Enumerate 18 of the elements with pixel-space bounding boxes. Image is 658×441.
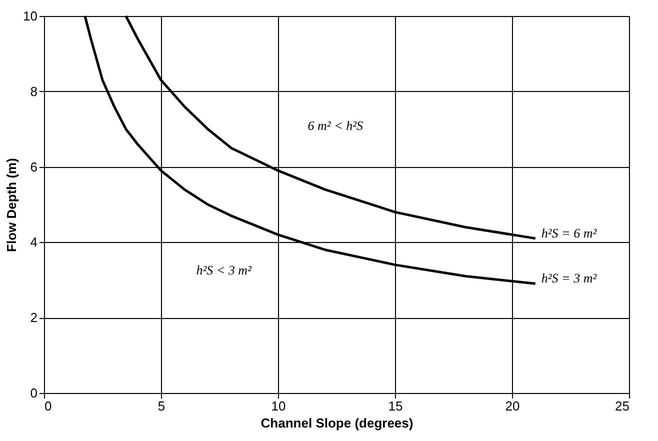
y-axis-title: Flow Depth (m) — [4, 158, 20, 252]
y-tick-label: 8 — [30, 84, 38, 99]
x-tick-label: 0 — [44, 398, 52, 414]
x-tick-label: 15 — [388, 398, 403, 414]
y-tick-label: 0 — [30, 386, 38, 400]
annotation: h²S < 3 m² — [196, 262, 252, 278]
x-tick-label: 20 — [505, 398, 520, 414]
x-tick-label: 10 — [271, 398, 286, 414]
x-axis-title: Channel Slope (degrees) — [260, 416, 414, 430]
annotation: h²S = 3 m² — [541, 270, 598, 286]
y-tick-label: 6 — [30, 159, 38, 174]
x-tick-label: 25 — [615, 398, 630, 414]
annotation: 6 m² < h²S — [308, 118, 364, 134]
x-tick-label: 5 — [158, 398, 166, 414]
y-tick-label: 4 — [30, 234, 38, 250]
y-tick-label: 2 — [30, 310, 38, 326]
y-tick-label: 10 — [23, 8, 38, 24]
annotation: h²S = 6 m² — [541, 225, 598, 240]
